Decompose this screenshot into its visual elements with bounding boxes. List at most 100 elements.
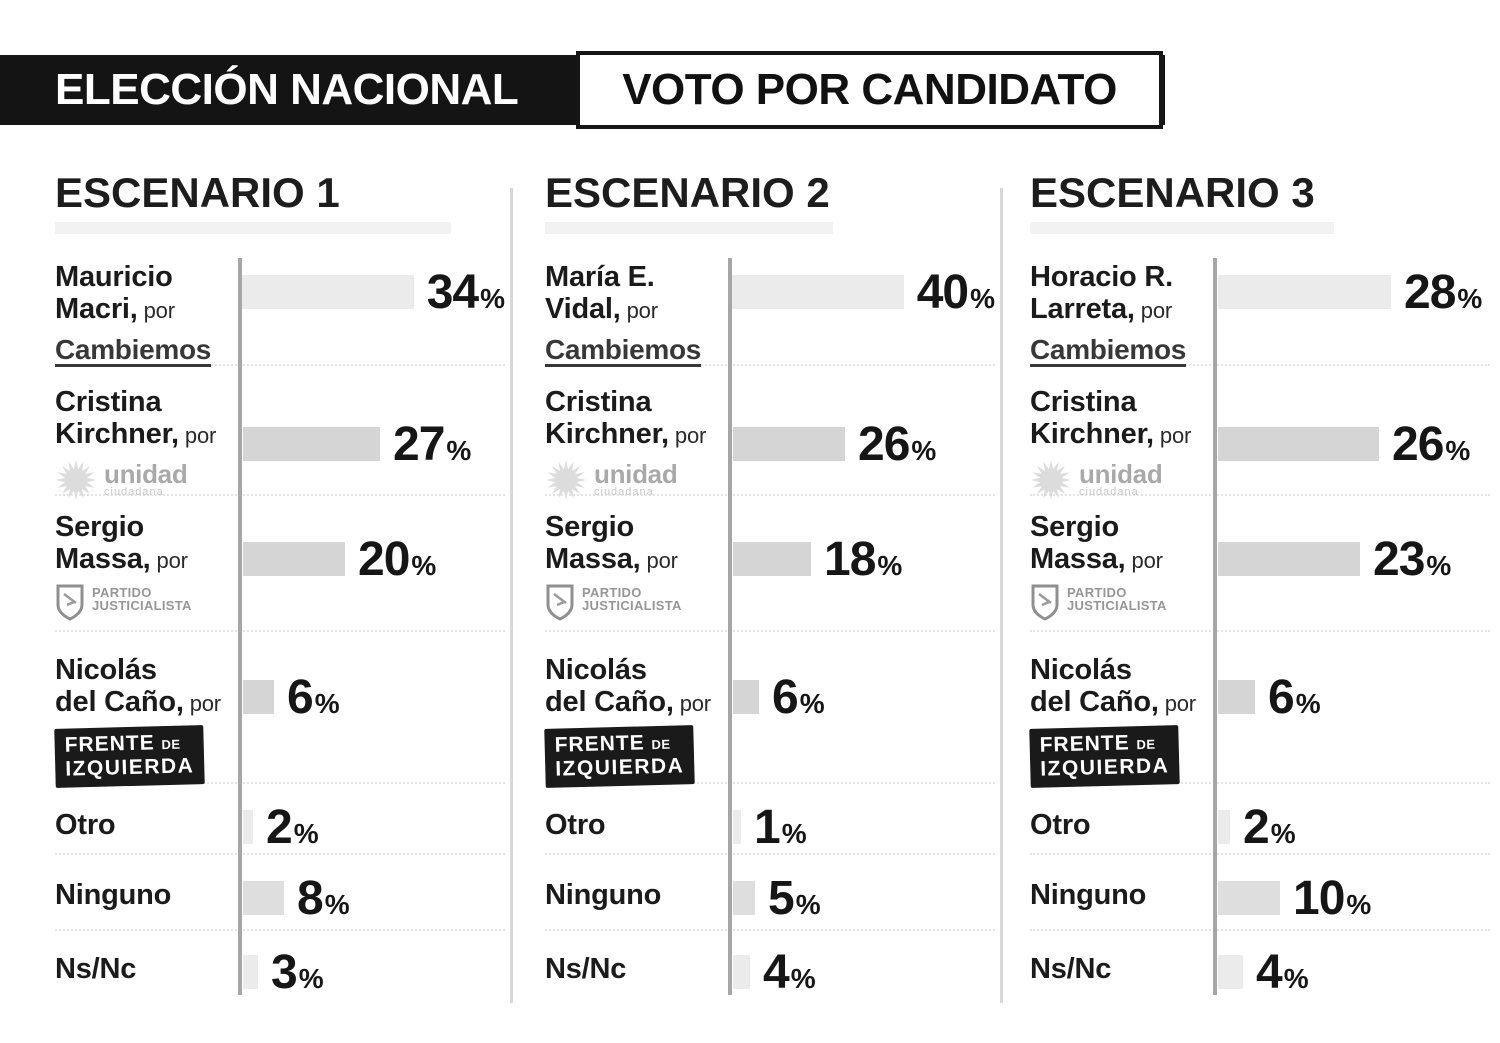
bar-area: 20%	[238, 496, 505, 630]
result-row: Ninguno 10%	[1030, 855, 1490, 931]
result-bar	[243, 680, 274, 714]
party-logo-slot: Cambiemos	[545, 334, 722, 366]
result-value: 20%	[358, 532, 436, 587]
bar-area: 6%	[238, 632, 505, 782]
party-logo-slot: Cambiemos	[1030, 334, 1209, 366]
bar-area: 4%	[728, 931, 995, 1003]
result-number: 5	[768, 871, 795, 925]
candidate-name-line1: Sergio	[1030, 511, 1120, 543]
bar-row: 4%	[1218, 946, 1490, 999]
bar-area: 40%	[726, 248, 995, 364]
pj-logo-text: PARTIDO JUSTICIALISTA	[1067, 584, 1167, 612]
candidate-name-line1: Nicolás	[55, 654, 157, 686]
candidate-name-line1: Otro	[1030, 809, 1091, 841]
scenario-title: ESCENARIO 3	[1030, 169, 1315, 216]
sunburst-icon	[56, 460, 96, 500]
bar-row: 8%	[243, 872, 505, 925]
result-number: 28	[1404, 265, 1456, 319]
candidate-name-line1: Nicolás	[1030, 654, 1132, 686]
result-number: 3	[271, 945, 298, 999]
percent-sign: %	[790, 962, 816, 994]
frente-izquierda-logo: FRENTE DE IZQUIERDA	[54, 725, 205, 788]
candidate-name-line1: Ninguno	[545, 879, 662, 911]
candidate-name-line2: Massa, por	[545, 543, 724, 577]
fit-logo-line2: IZQUIERDA	[65, 754, 195, 781]
result-bar	[1218, 542, 1360, 576]
unidad-logo-text: unidad ciudadana	[104, 461, 188, 498]
result-bar	[733, 881, 755, 915]
candidate-name-line2: del Caño, por	[55, 686, 234, 720]
candidate-name-line1: María E.	[545, 261, 655, 293]
result-value: 4%	[763, 945, 816, 1000]
scenario-rows: Horacio R. Larreta, por Cambiemos 28% Cri…	[1029, 248, 1490, 1003]
result-bar	[1218, 680, 1255, 714]
bar-row: 1%	[733, 801, 995, 854]
scenario-column: ESCENARIO 1 Mauricio Macri, por Cambiemos…	[54, 169, 505, 1003]
bar-area: 3%	[238, 931, 505, 1003]
candidate-label: Cristina Kirchner, por unidad ciudadana	[55, 366, 238, 500]
result-bar	[733, 542, 811, 576]
percent-sign: %	[781, 817, 807, 849]
candidate-label: Otro	[545, 784, 728, 853]
bar-area: 18%	[728, 496, 995, 630]
party-logo-slot: PARTIDO JUSTICIALISTA	[545, 584, 724, 622]
candidate-label: Sergio Massa, por PARTIDO JUSTICIALISTA	[55, 496, 238, 630]
result-row: Nicolás del Caño, por FRENTE DE IZQUIERDA…	[1029, 632, 1490, 788]
por-label: por	[1164, 691, 1196, 716]
candidate-name-line2: Massa, por	[55, 543, 234, 577]
candidate-name: del Caño,	[1030, 686, 1159, 718]
bar-area: 10%	[1213, 855, 1490, 929]
frente-izquierda-logo: FRENTE DE IZQUIERDA	[544, 725, 695, 788]
percent-sign: %	[1270, 817, 1296, 849]
bar-row: 2%	[243, 801, 505, 854]
bar-row: 23%	[1218, 533, 1490, 586]
scenario-title: ESCENARIO 1	[55, 169, 340, 216]
result-bar	[243, 881, 284, 915]
candidate-name: Macri,	[55, 293, 138, 325]
partido-justicialista-logo: PARTIDO JUSTICIALISTA	[55, 584, 234, 622]
bar-row: 26%	[733, 418, 995, 471]
pj-logo-line2: JUSTICIALISTA	[582, 598, 682, 613]
bar-area: 27%	[238, 366, 505, 494]
bar-area: 23%	[1213, 496, 1490, 630]
bar-area: 6%	[1213, 632, 1490, 782]
result-row: Otro 2%	[55, 784, 505, 855]
result-bar	[733, 810, 741, 844]
result-value: 26%	[1392, 417, 1470, 472]
percent-sign: %	[446, 434, 472, 466]
pj-logo-line2: JUSTICIALISTA	[92, 598, 192, 613]
bar-row: 2%	[1218, 801, 1490, 854]
candidate-name-line1: Mauricio	[55, 261, 173, 293]
bar-row: 3%	[243, 946, 505, 999]
result-value: 40%	[917, 265, 995, 320]
percent-sign: %	[1283, 962, 1309, 994]
candidate-name-line1: Ninguno	[55, 879, 172, 911]
axis-line	[1213, 258, 1217, 995]
cambiemos-logo: Cambiemos	[545, 334, 701, 366]
candidate-name: Vidal,	[545, 293, 621, 325]
result-number: 26	[1392, 417, 1444, 471]
result-bar	[243, 427, 380, 461]
percent-sign: %	[1426, 549, 1452, 581]
pj-logo-line1: PARTIDO	[92, 585, 152, 600]
result-row: Cristina Kirchner, por unidad ciudadana 2…	[1030, 366, 1490, 500]
pj-shield-icon	[56, 584, 84, 621]
por-label: por	[679, 691, 711, 716]
candidate-name: Kirchner,	[55, 418, 179, 450]
cambiemos-logo-text: Cambiemos	[1030, 334, 1187, 365]
result-bar	[733, 680, 759, 714]
bar-row: 40%	[730, 266, 995, 319]
candidate-name: del Caño,	[55, 686, 184, 718]
result-number: 2	[1243, 800, 1270, 854]
bar-row: 10%	[1218, 872, 1490, 925]
bar-row: 6%	[733, 671, 995, 724]
percent-sign: %	[480, 282, 505, 314]
party-logo-slot: FRENTE DE IZQUIERDA	[54, 725, 234, 788]
candidate-label: Ninguno	[545, 855, 728, 929]
unidad-ciudadana-logo: unidad ciudadana	[1030, 459, 1209, 501]
candidate-label: Ninguno	[1030, 855, 1213, 929]
candidate-name: Massa,	[545, 543, 641, 575]
candidate-label: María E. Vidal, por Cambiemos	[545, 248, 726, 366]
candidate-label: Cristina Kirchner, por unidad ciudadana	[1030, 366, 1213, 500]
